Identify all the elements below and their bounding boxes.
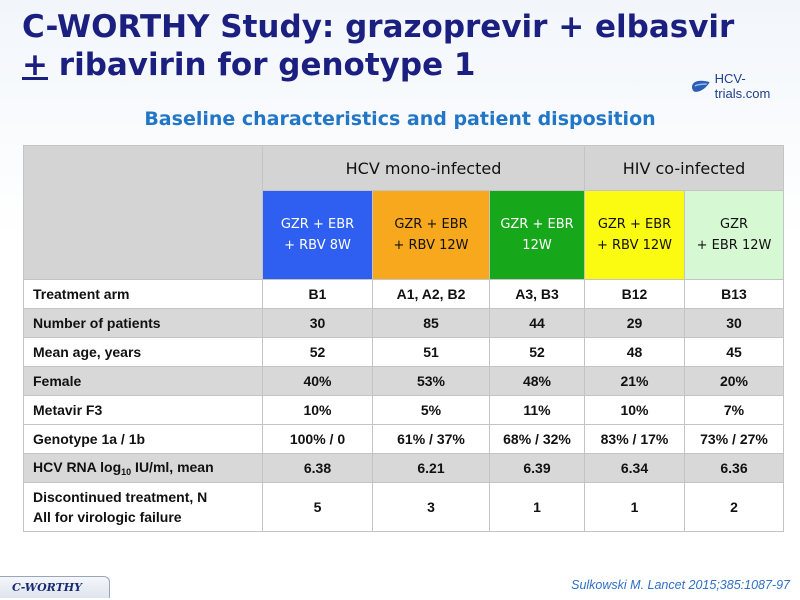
baseline-table: HCV mono-infected HIV co-infected GZR + …: [23, 145, 785, 532]
table-cell: 6.38: [262, 453, 373, 483]
citation: Sulkowski M. Lancet 2015;385:1087-97: [571, 578, 790, 592]
title-line-1: C-WORTHY Study: grazoprevir + elbasvir: [22, 9, 735, 45]
row-label: Number of patients: [23, 308, 263, 338]
table-cell: 6.36: [683, 453, 785, 483]
row-label: Female: [23, 366, 263, 396]
table-cell: 10%: [584, 395, 685, 425]
table-cell: 52: [262, 337, 373, 367]
title-line-2-text: ribavirin for genotype 1: [47, 47, 476, 83]
row-label: Genotype 1a / 1b: [23, 424, 263, 454]
table-cell: 48: [584, 337, 685, 367]
table-cell: B1: [262, 279, 373, 309]
arm-header-5: GZR + EBR 12W: [683, 190, 785, 280]
table-cell: 48%: [489, 366, 585, 396]
table-row: HCV RNA log10 IU/ml, mean 6.38 6.21 6.39…: [23, 453, 785, 483]
hcv-trials-logo: HCV-trials.com: [690, 71, 800, 101]
liver-logo-icon: [691, 80, 710, 92]
table-row: Metavir F3 10% 5% 11% 10% 7%: [23, 395, 785, 425]
slide-subtitle: Baseline characteristics and patient dis…: [144, 108, 656, 130]
table-cell: 53%: [372, 366, 490, 396]
table-cell: 51: [372, 337, 490, 367]
table-cell: A3, B3: [489, 279, 585, 309]
table-cell: 100% / 0: [262, 424, 373, 454]
row-label: Mean age, years: [23, 337, 263, 367]
table-cell: 85: [372, 308, 490, 338]
table-row: Number of patients 30 85 44 29 30: [23, 308, 785, 338]
row-label: Discontinued treatment, N All for virolog…: [23, 482, 263, 532]
table-cell: 5: [262, 482, 373, 532]
table-cell: 20%: [683, 366, 785, 396]
table-cell: 68% / 32%: [489, 424, 585, 454]
table-cell: 83% / 17%: [584, 424, 685, 454]
table-row: Discontinued treatment, N All for virolog…: [23, 482, 785, 532]
table-cell: 44: [489, 308, 585, 338]
group-hiv-co: HIV co-infected: [583, 145, 785, 191]
table-cell: 61% / 37%: [372, 424, 490, 454]
table-row: Mean age, years 52 51 52 48 45: [23, 337, 785, 367]
table-cell: 29: [584, 308, 685, 338]
arm-header-4: GZR + EBR + RBV 12W: [584, 190, 685, 280]
slide-title: C-WORTHY Study: grazoprevir + elbasvir +…: [22, 8, 782, 84]
table-cell: B13: [683, 279, 785, 309]
logo-text: HCV-trials.com: [714, 71, 771, 101]
table-cell: 30: [262, 308, 373, 338]
table-cell: A1, A2, B2: [372, 279, 490, 309]
table-cell: 6.34: [584, 453, 685, 483]
plus-minus-symbol: +: [22, 47, 48, 83]
table-cell: B12: [584, 279, 685, 309]
table-cell: 2: [683, 482, 785, 532]
table-cell: 40%: [262, 366, 373, 396]
row-label: HCV RNA log10 IU/ml, mean: [23, 453, 263, 483]
title-line-2: + ribavirin for genotype 1: [22, 46, 782, 84]
group-hcv-mono: HCV mono-infected: [262, 145, 585, 191]
arm-header-3: GZR + EBR 12W: [489, 190, 585, 280]
table-cell: 6.39: [489, 453, 585, 483]
table-cell: 5%: [372, 395, 490, 425]
table-row: Treatment arm B1 A1, A2, B2 A3, B3 B12 B…: [23, 279, 785, 309]
table-cell: 1: [584, 482, 685, 532]
table-cell: 10%: [262, 395, 373, 425]
table-cell: 3: [372, 482, 490, 532]
table-cell: 73% / 27%: [683, 424, 785, 454]
row-label: Metavir F3: [23, 395, 263, 425]
arm-header-2: GZR + EBR + RBV 12W: [372, 190, 490, 280]
study-tag: C-WORTHY: [0, 576, 110, 598]
table-cell: 1: [489, 482, 585, 532]
arm-header-row: GZR + EBR + RBV 8W GZR + EBR + RBV 12W GZR…: [24, 190, 785, 280]
table-row: Female 40% 53% 48% 21% 20%: [23, 366, 785, 396]
group-header-row: HCV mono-infected HIV co-infected: [23, 145, 785, 280]
table-cell: 45: [683, 337, 785, 367]
table-cell: 7%: [683, 395, 785, 425]
table-cell: 52: [489, 337, 585, 367]
header-blank-cell: [23, 145, 263, 280]
table-cell: 21%: [584, 366, 685, 396]
table-cell: 6.21: [372, 453, 490, 483]
table-cell: 30: [683, 308, 785, 338]
table-row: Genotype 1a / 1b 100% / 0 61% / 37% 68% …: [23, 424, 785, 454]
arm-header-1: GZR + EBR + RBV 8W: [262, 190, 373, 280]
row-label: Treatment arm: [23, 279, 263, 309]
table-cell: 11%: [489, 395, 585, 425]
